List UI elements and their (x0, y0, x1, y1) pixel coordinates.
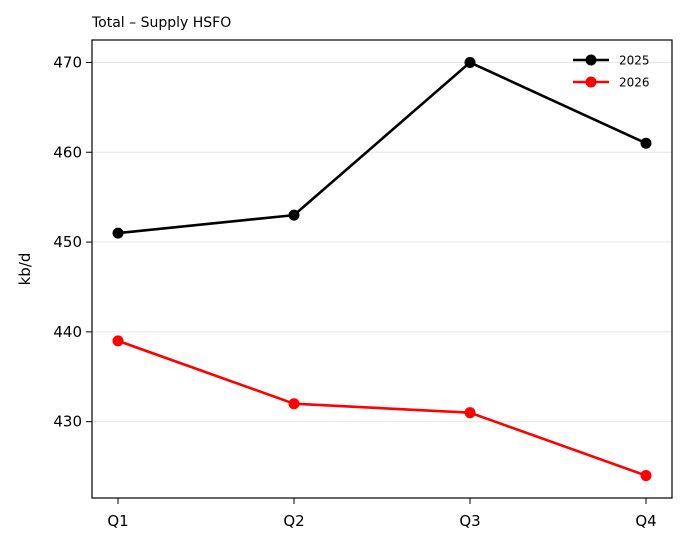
y-axis-label: kb/d (16, 253, 34, 286)
legend-swatch-marker (585, 54, 597, 66)
data-point-2026-Q3 (464, 407, 476, 419)
legend-swatch-marker (585, 76, 597, 88)
x-tick-label: Q1 (107, 512, 128, 530)
legend-label: 2026 (619, 76, 650, 90)
gridlines (92, 61, 672, 423)
data-point-2026-Q1 (112, 335, 124, 347)
x-tick-label: Q3 (459, 512, 480, 530)
legend-label: 2025 (619, 54, 650, 68)
series-line-2026 (117, 339, 647, 477)
y-tick-label: 470 (53, 53, 82, 71)
data-point-2026-Q4 (640, 470, 652, 482)
data-point-2025-Q1 (112, 227, 124, 239)
legend-item-2026: 2026 (573, 76, 650, 90)
legend-item-2025: 2025 (573, 54, 650, 68)
data-point-2025-Q3 (464, 56, 476, 68)
x-axis: Q1 Q2 Q3 Q4 (107, 498, 657, 530)
x-tick-label: Q4 (635, 512, 656, 530)
y-axis: 430 440 450 460 470 (53, 53, 92, 431)
series-line-2025 (117, 61, 647, 235)
y-tick-label: 450 (53, 233, 82, 251)
data-point-2025-Q4 (640, 137, 652, 149)
y-tick-label: 440 (53, 323, 82, 341)
chart-title: Total – Supply HSFO (91, 15, 231, 31)
plot-area-frame (91, 39, 673, 499)
legend: 2025 2026 (573, 54, 650, 90)
data-point-2026-Q2 (288, 398, 300, 410)
y-tick-label: 460 (53, 143, 82, 161)
x-tick-label: Q2 (283, 512, 304, 530)
series-group (112, 56, 652, 482)
y-tick-label: 430 (53, 413, 82, 431)
data-point-2025-Q2 (288, 209, 300, 221)
